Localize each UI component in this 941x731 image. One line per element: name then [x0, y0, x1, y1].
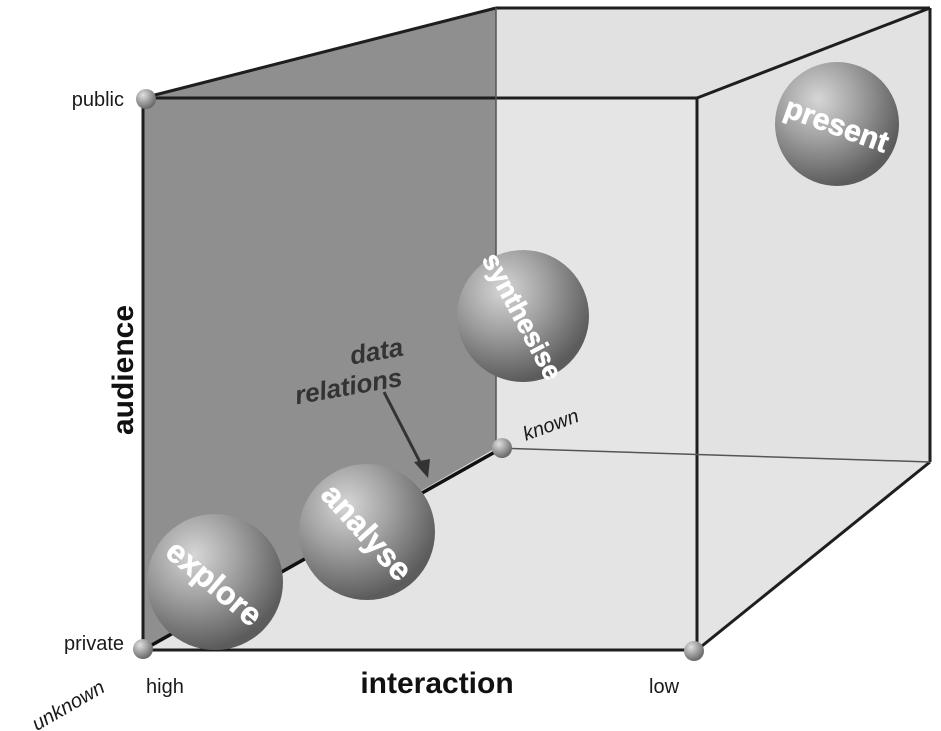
- node-private: [133, 639, 153, 659]
- axis-title-interaction: interaction: [360, 667, 513, 700]
- annotation-arrow: [382, 391, 430, 478]
- axis-label-unknown: unknown: [28, 676, 108, 731]
- axis-label-private: private: [64, 633, 124, 655]
- axis-label-public: public: [72, 89, 124, 111]
- cube-floor-face: [143, 448, 930, 650]
- cube-edge-top-right-depth: [696, 6, 931, 100]
- sphere-explore: explore: [147, 514, 283, 650]
- sphere-analyse: analyse: [299, 464, 435, 600]
- node-public: [136, 89, 156, 109]
- axis-label-high: high: [146, 676, 184, 698]
- axis-title-audience: audience: [107, 305, 140, 435]
- sphere-synthesise: synthesise: [457, 248, 589, 385]
- node-known: [492, 438, 512, 458]
- cube-edge-top-left-depth: [142, 6, 497, 100]
- axis-label-low: low: [649, 676, 680, 698]
- cube-edges: [141, 6, 932, 652]
- cube-edge-bottom-right-depth: [696, 460, 931, 652]
- sphere-present: present: [775, 62, 899, 186]
- cube-edge-back-bottom: [495, 447, 931, 463]
- node-low: [684, 641, 704, 661]
